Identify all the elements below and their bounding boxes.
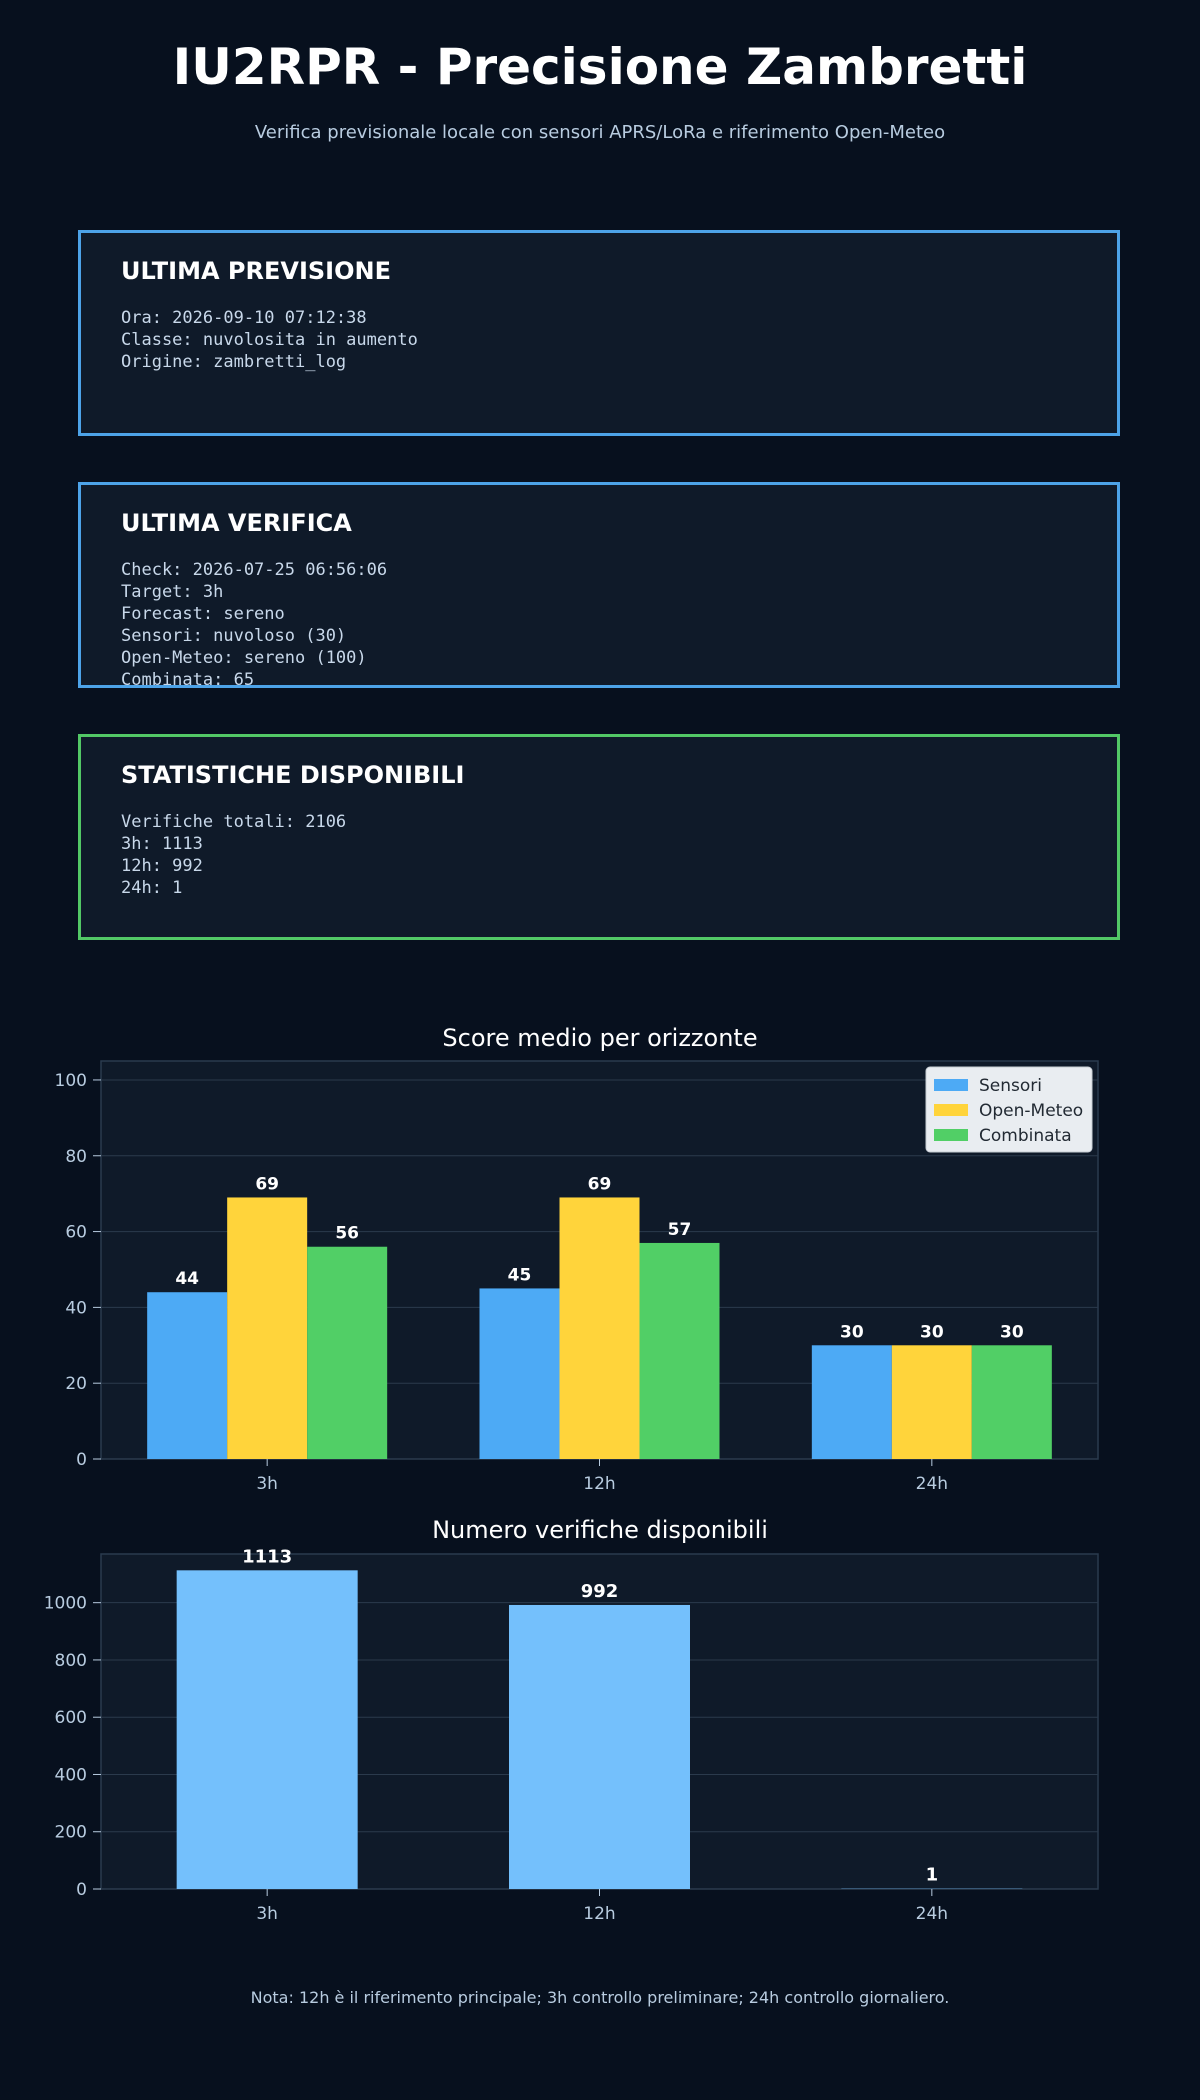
panel-line: Forecast: sereno <box>121 604 285 624</box>
data-label: 992 <box>581 1581 619 1602</box>
page-title: IU2RPR - Precisione Zambretti <box>172 38 1028 96</box>
y-tick-label: 600 <box>55 1708 87 1728</box>
bar <box>891 1345 972 1459</box>
panel-line: Origine: zambretti_log <box>121 352 347 372</box>
y-tick-label: 60 <box>65 1223 87 1243</box>
x-tick-label: 24h <box>916 1474 948 1494</box>
x-tick-label: 3h <box>256 1474 278 1494</box>
y-tick-label: 20 <box>65 1374 87 1394</box>
panel-line: 24h: 1 <box>121 878 183 898</box>
data-label: 30 <box>920 1322 944 1342</box>
data-label: 45 <box>508 1265 532 1285</box>
bar <box>176 1570 358 1889</box>
data-label: 1 <box>926 1865 939 1886</box>
footer-note: Nota: 12h è il riferimento principale; 3… <box>250 1988 950 2007</box>
panel-title: ULTIMA PREVISIONE <box>121 257 391 285</box>
x-tick-label: 24h <box>916 1904 948 1924</box>
data-label: 57 <box>668 1220 692 1240</box>
data-label: 30 <box>840 1322 864 1342</box>
panel-line: Combinata: 65 <box>121 670 255 690</box>
panel-line: Classe: nuvolosita in aumento <box>121 330 418 350</box>
x-tick-label: 12h <box>583 1474 615 1494</box>
y-tick-label: 100 <box>55 1071 87 1091</box>
x-tick-label: 3h <box>256 1904 278 1924</box>
panel-line: Verifiche totali: 2106 <box>121 812 347 832</box>
chart-title: Numero verifiche disponibili <box>432 1516 768 1544</box>
bar <box>227 1197 308 1459</box>
panel-line: Target: 3h <box>121 582 224 602</box>
bar <box>811 1345 892 1459</box>
panel-line: 12h: 992 <box>121 856 203 876</box>
y-tick-label: 0 <box>76 1880 87 1900</box>
panel-line: Ora: 2026-09-10 07:12:38 <box>121 308 367 328</box>
y-tick-label: 200 <box>55 1823 87 1843</box>
panel-title: ULTIMA VERIFICA <box>121 509 352 537</box>
bar <box>307 1246 388 1459</box>
legend-swatch <box>934 1104 968 1116</box>
chart-title: Score medio per orizzonte <box>442 1024 757 1052</box>
page-subtitle: Verifica previsionale locale con sensori… <box>254 122 946 143</box>
data-label: 1113 <box>242 1546 292 1567</box>
data-label: 69 <box>255 1174 279 1194</box>
data-label: 56 <box>335 1224 359 1244</box>
panel-title: STATISTICHE DISPONIBILI <box>121 761 465 789</box>
panel-ultima-verifica: ULTIMA VERIFICA Check: 2026-07-25 06:56:… <box>78 482 1120 691</box>
data-label: 44 <box>175 1269 199 1289</box>
y-tick-label: 0 <box>76 1450 87 1470</box>
bar <box>509 1604 690 1889</box>
y-tick-label: 1000 <box>44 1594 87 1614</box>
data-label: 30 <box>1000 1322 1024 1342</box>
y-tick-label: 400 <box>55 1765 87 1785</box>
score-chart: Score medio per orizzonte 0 20 40 60 80 100 44 6… <box>0 1010 1200 1510</box>
panel-line: Open-Meteo: sereno (100) <box>121 648 367 668</box>
panel-line: Check: 2026-07-25 06:56:06 <box>121 560 388 580</box>
y-tick-label: 40 <box>65 1298 87 1318</box>
legend-label: Combinata <box>979 1126 1072 1146</box>
y-tick-label: 800 <box>55 1651 87 1671</box>
x-tick-label: 12h <box>583 1904 615 1924</box>
panel-lines: Ora: 2026-09-10 07:12:38 Classe: nuvolos… <box>121 307 418 373</box>
legend-label: Open-Meteo <box>979 1101 1083 1121</box>
bar <box>639 1242 720 1459</box>
panel-ultima-previsione: ULTIMA PREVISIONE Ora: 2026-09-10 07:12:… <box>78 230 1120 436</box>
data-label: 69 <box>588 1174 612 1194</box>
count-chart: Numero verifiche disponibili 0 200 400 600 80… <box>0 1505 1200 1945</box>
panel-lines: Verifiche totali: 2106 3h: 1113 12h: 992… <box>121 811 346 899</box>
bar <box>147 1292 228 1459</box>
legend-swatch <box>934 1129 968 1141</box>
bar <box>559 1197 640 1459</box>
y-tick-label: 80 <box>65 1147 87 1167</box>
legend-swatch <box>934 1079 968 1091</box>
panel-lines: Check: 2026-07-25 06:56:06 Target: 3h Fo… <box>121 559 387 691</box>
panel-statistiche: STATISTICHE DISPONIBILI Verifiche totali… <box>78 734 1120 940</box>
panel-line: 3h: 1113 <box>121 834 203 854</box>
panel-line: Sensori: nuvoloso (30) <box>121 626 347 646</box>
bar <box>971 1345 1052 1459</box>
legend-label: Sensori <box>979 1076 1042 1096</box>
bar <box>479 1288 560 1459</box>
